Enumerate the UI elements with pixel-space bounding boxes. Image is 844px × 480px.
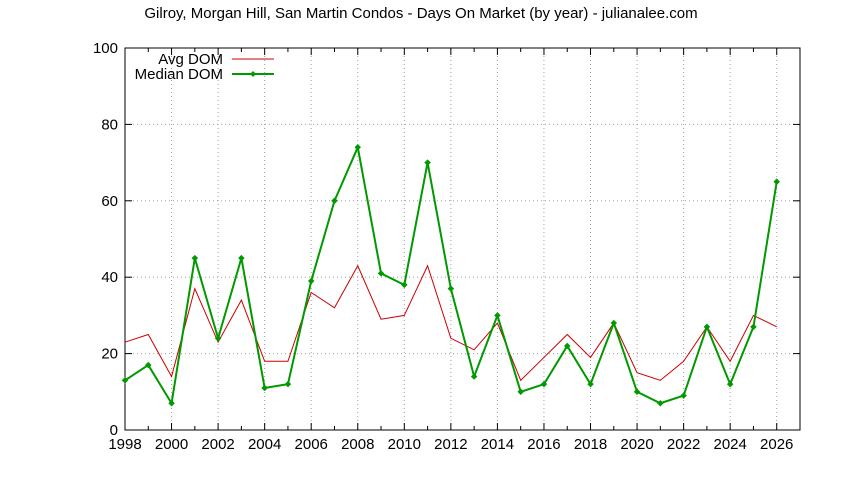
x-tick-label: 2002 xyxy=(201,436,234,453)
data-point-median-dom xyxy=(726,380,734,388)
data-point-median-dom xyxy=(214,334,222,342)
x-tick-label: 2004 xyxy=(248,436,281,453)
chart-title: Gilroy, Morgan Hill, San Martin Condos -… xyxy=(144,5,697,22)
y-tick-label: 20 xyxy=(101,346,118,363)
legend-label-avg: Avg DOM xyxy=(158,51,223,68)
y-tick-label: 100 xyxy=(93,40,118,57)
x-axis: 1998 2000 2002 2004 2006 2008 2010 2012 2014 2016… xyxy=(108,48,793,453)
data-point-median-dom xyxy=(563,342,571,350)
y-tick-label: 40 xyxy=(101,269,118,286)
y-tick-label: 60 xyxy=(101,193,118,210)
x-tick-label: 2008 xyxy=(341,436,374,453)
y-tick-label: 80 xyxy=(101,116,118,133)
legend-label-median: Median DOM xyxy=(135,66,223,83)
data-point-median-dom xyxy=(447,285,455,293)
grid xyxy=(125,48,800,430)
x-tick-label: 2012 xyxy=(434,436,467,453)
data-point-median-dom xyxy=(284,380,292,388)
x-tick-label: 2010 xyxy=(388,436,421,453)
data-point-median-dom xyxy=(144,361,152,369)
x-tick-label: 2016 xyxy=(527,436,560,453)
data-point-median-dom xyxy=(191,254,199,262)
data-point-median-dom xyxy=(400,281,408,289)
data-point-median-dom xyxy=(587,380,594,388)
legend: Avg DOM Median DOM xyxy=(135,51,274,83)
data-point-median-dom xyxy=(261,384,269,392)
data-point-median-dom xyxy=(424,159,431,166)
series-line-avg-dom xyxy=(124,264,777,382)
data-point-median-dom xyxy=(656,399,664,407)
data-point-median-dom xyxy=(121,376,129,384)
data-point-median-dom xyxy=(750,323,757,331)
y-axis: 0 20 40 60 80 100 xyxy=(93,40,800,439)
x-tick-label: 2022 xyxy=(667,436,700,453)
series-layer xyxy=(121,143,781,407)
data-point-median-dom xyxy=(610,319,618,327)
data-point-median-dom xyxy=(377,270,385,277)
data-point-median-dom xyxy=(540,380,548,388)
data-point-median-dom xyxy=(517,388,525,396)
x-tick-label: 2000 xyxy=(155,436,188,453)
data-point-median-dom xyxy=(494,312,501,319)
y-tick-label: 0 xyxy=(110,422,118,439)
data-point-median-dom xyxy=(470,373,478,380)
x-tick-label: 1998 xyxy=(108,436,141,453)
data-point-median-dom xyxy=(633,388,641,396)
data-point-median-dom xyxy=(703,323,711,331)
data-point-median-dom xyxy=(331,197,338,205)
x-tick-label: 2024 xyxy=(713,436,746,453)
legend-marker-median xyxy=(250,71,256,77)
plot-frame xyxy=(124,47,801,431)
data-point-median-dom xyxy=(307,277,315,285)
x-tick-label: 2006 xyxy=(295,436,328,453)
data-point-median-dom xyxy=(680,392,687,399)
x-tick-label: 2014 xyxy=(481,436,514,453)
data-point-median-dom xyxy=(773,178,781,186)
data-point-median-dom xyxy=(168,399,175,407)
x-tick-label: 2018 xyxy=(574,436,607,453)
data-point-median-dom xyxy=(238,254,245,262)
data-point-median-dom xyxy=(354,143,362,151)
x-tick-label: 2020 xyxy=(620,436,653,453)
x-tick-label: 2026 xyxy=(760,436,793,453)
